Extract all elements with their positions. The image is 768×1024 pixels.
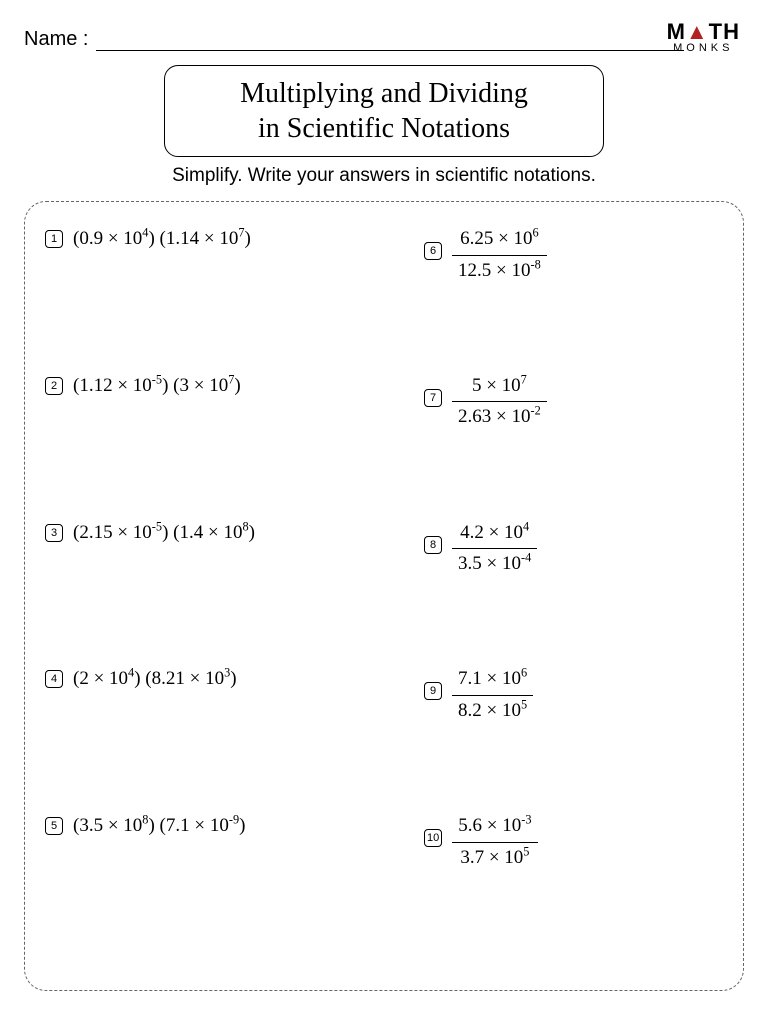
problem-expression: (0.9 × 104) (1.14 × 107) bbox=[73, 226, 251, 253]
problem-6: 6 6.25 × 106 12.5 × 10-8 bbox=[394, 226, 723, 373]
problem-expression: (1.12 × 10-5) (3 × 107) bbox=[73, 373, 241, 400]
problem-expression: 5.6 × 10-3 3.7 × 105 bbox=[452, 813, 537, 871]
problem-1: 1 (0.9 × 104) (1.14 × 107) bbox=[45, 226, 374, 373]
logo-letter-m: M bbox=[667, 19, 686, 44]
problem-2: 2 (1.12 × 10-5) (3 × 107) bbox=[45, 373, 374, 520]
problem-10: 10 5.6 × 10-3 3.7 × 105 bbox=[394, 813, 723, 960]
name-label: Name : bbox=[24, 28, 88, 51]
problem-3: 3 (2.15 × 10-5) (1.4 × 108) bbox=[45, 520, 374, 667]
problem-expression: 6.25 × 106 12.5 × 10-8 bbox=[452, 226, 547, 284]
problem-9: 9 7.1 × 106 8.2 × 105 bbox=[394, 666, 723, 813]
logo: M▲TH MONKS bbox=[667, 22, 740, 54]
problem-number: 2 bbox=[45, 377, 63, 395]
problem-expression: (3.5 × 108) (7.1 × 10-9) bbox=[73, 813, 245, 840]
fraction: 5 × 107 2.63 × 10-2 bbox=[452, 373, 547, 431]
problem-number: 6 bbox=[424, 242, 442, 260]
problem-number: 1 bbox=[45, 230, 63, 248]
problem-number: 8 bbox=[424, 536, 442, 554]
name-input-line[interactable] bbox=[96, 33, 684, 51]
problem-number: 10 bbox=[424, 829, 442, 847]
problem-8: 8 4.2 × 104 3.5 × 10-4 bbox=[394, 520, 723, 667]
fraction: 6.25 × 106 12.5 × 10-8 bbox=[452, 226, 547, 284]
logo-letter-th: TH bbox=[709, 19, 740, 44]
problem-number: 4 bbox=[45, 670, 63, 688]
logo-bottom: MONKS bbox=[667, 44, 740, 54]
logo-top: M▲TH bbox=[667, 22, 740, 42]
problem-expression: (2.15 × 10-5) (1.4 × 108) bbox=[73, 520, 255, 547]
triangle-icon: ▲ bbox=[686, 19, 709, 44]
problem-expression: 7.1 × 106 8.2 × 105 bbox=[452, 666, 533, 724]
problem-5: 5 (3.5 × 108) (7.1 × 10-9) bbox=[45, 813, 374, 960]
fraction: 4.2 × 104 3.5 × 10-4 bbox=[452, 520, 537, 578]
title-line1: Multiplying and Dividing bbox=[240, 78, 528, 109]
instruction: Simplify. Write your answers in scientif… bbox=[24, 165, 744, 187]
fraction: 5.6 × 10-3 3.7 × 105 bbox=[452, 813, 537, 871]
header: Name : bbox=[24, 28, 744, 51]
problem-number: 9 bbox=[424, 682, 442, 700]
problem-expression: (2 × 104) (8.21 × 103) bbox=[73, 666, 237, 693]
title-line2: in Scientific Notations bbox=[258, 113, 510, 144]
problem-expression: 5 × 107 2.63 × 10-2 bbox=[452, 373, 547, 431]
problems-box: 1 (0.9 × 104) (1.14 × 107) 6 6.25 × 106 … bbox=[24, 201, 744, 991]
problems-grid: 1 (0.9 × 104) (1.14 × 107) 6 6.25 × 106 … bbox=[45, 226, 723, 960]
problem-7: 7 5 × 107 2.63 × 10-2 bbox=[394, 373, 723, 520]
problem-number: 7 bbox=[424, 389, 442, 407]
problem-4: 4 (2 × 104) (8.21 × 103) bbox=[45, 666, 374, 813]
fraction: 7.1 × 106 8.2 × 105 bbox=[452, 666, 533, 724]
title-box: Multiplying and Dividing in Scientific N… bbox=[164, 65, 604, 157]
problem-number: 5 bbox=[45, 817, 63, 835]
title-text: Multiplying and Dividing in Scientific N… bbox=[183, 76, 585, 146]
problem-number: 3 bbox=[45, 524, 63, 542]
problem-expression: 4.2 × 104 3.5 × 10-4 bbox=[452, 520, 537, 578]
